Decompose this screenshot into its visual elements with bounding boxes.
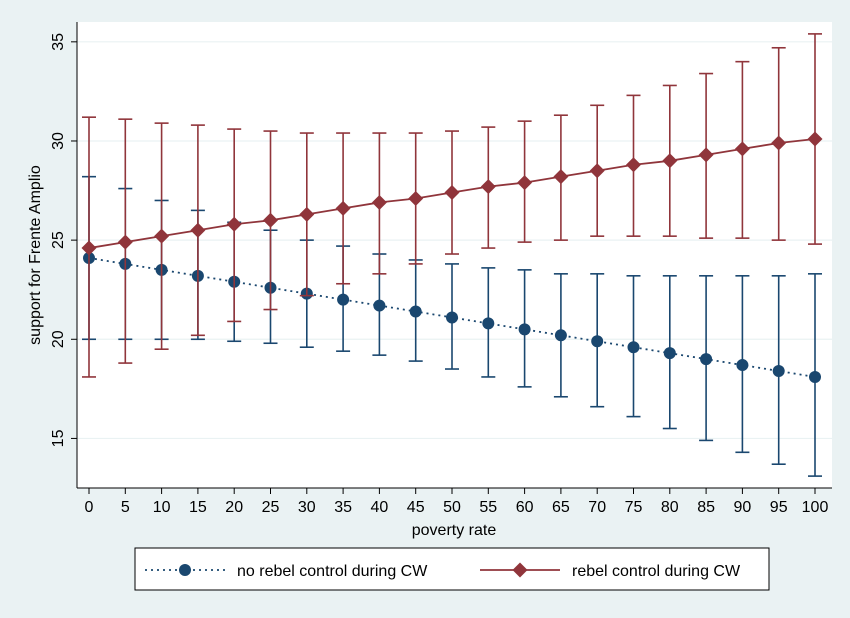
data-point	[371, 194, 387, 210]
legend-entries: no rebel control during CW rebel control …	[145, 562, 741, 580]
data-point	[626, 157, 641, 173]
x-tick-label: 75	[625, 499, 643, 516]
x-tick-label: 5	[121, 499, 130, 516]
plot-area	[77, 22, 832, 488]
data-point	[335, 200, 351, 216]
data-point	[117, 234, 133, 250]
data-point	[81, 240, 97, 256]
x-tick-label: 65	[552, 499, 570, 516]
data-point	[373, 299, 386, 312]
data-point	[408, 190, 424, 206]
data-point	[736, 359, 749, 372]
x-tick-label: 60	[516, 499, 534, 516]
x-tick-label: 55	[479, 499, 497, 516]
x-axis-ticks: 0 5 10 15 20 25 30 35 40 45 50 55 60 65 70 75 80 85 90 95 10…	[85, 488, 829, 516]
data-point	[554, 329, 567, 342]
x-tick-label: 0	[85, 499, 94, 516]
data-point	[190, 222, 206, 238]
data-point	[299, 206, 315, 222]
data-point	[734, 141, 750, 157]
series-layer	[81, 33, 823, 477]
legend-marker	[179, 564, 191, 576]
data-point	[771, 135, 787, 151]
data-point	[154, 228, 170, 244]
data-point	[263, 212, 278, 228]
data-point	[444, 185, 460, 201]
legend-entry: rebel control during CW	[480, 562, 741, 580]
legend: no rebel control during CW rebel control …	[134, 547, 770, 591]
y-axis-title: support for Frente Amplio	[27, 165, 44, 345]
x-tick-label: 45	[407, 499, 425, 516]
x-tick-label: 85	[697, 499, 715, 516]
series-rebel-control	[81, 33, 823, 378]
legend-box	[134, 547, 770, 591]
data-point	[337, 293, 350, 306]
x-tick-label: 30	[298, 499, 316, 516]
data-point	[226, 216, 242, 232]
data-point	[807, 131, 823, 147]
data-point	[409, 305, 422, 318]
x-tick-label: 50	[443, 499, 461, 516]
x-tick-label: 90	[734, 499, 752, 516]
data-point	[591, 335, 604, 348]
data-point	[700, 353, 713, 366]
y-axis-ticks: 15 20 25 30 35	[50, 33, 77, 447]
data-point	[446, 311, 458, 324]
y-tick-label: 30	[50, 132, 67, 150]
x-tick-label: 95	[770, 499, 788, 516]
y-tick-label: 25	[50, 231, 67, 249]
data-point	[663, 347, 676, 360]
x-tick-label: 100	[802, 499, 829, 516]
data-point	[698, 147, 714, 163]
x-tick-label: 25	[262, 499, 280, 516]
data-point	[589, 163, 605, 179]
legend-label: no rebel control during CW	[237, 563, 428, 580]
data-point	[772, 365, 785, 378]
y-tick-label: 35	[50, 33, 67, 51]
data-point	[553, 169, 569, 185]
data-point	[482, 317, 495, 330]
legend-entry: no rebel control during CW	[145, 563, 428, 580]
y-tick-label: 15	[50, 429, 67, 447]
x-tick-label: 80	[661, 499, 679, 516]
x-tick-label: 10	[153, 499, 171, 516]
data-point	[627, 341, 640, 354]
x-tick-label: 70	[588, 499, 606, 516]
x-tick-label: 15	[189, 499, 207, 516]
legend-label: rebel control during CW	[572, 563, 741, 580]
data-point	[809, 370, 821, 383]
x-tick-label: 35	[334, 499, 352, 516]
data-point	[662, 153, 678, 169]
x-tick-label: 40	[371, 499, 389, 516]
legend-marker	[512, 562, 528, 578]
y-tick-label: 20	[50, 330, 67, 348]
data-point	[518, 323, 531, 336]
x-axis-title: poverty rate	[412, 522, 497, 539]
data-point	[480, 179, 496, 195]
x-tick-label: 20	[225, 499, 243, 516]
data-point	[517, 175, 533, 191]
